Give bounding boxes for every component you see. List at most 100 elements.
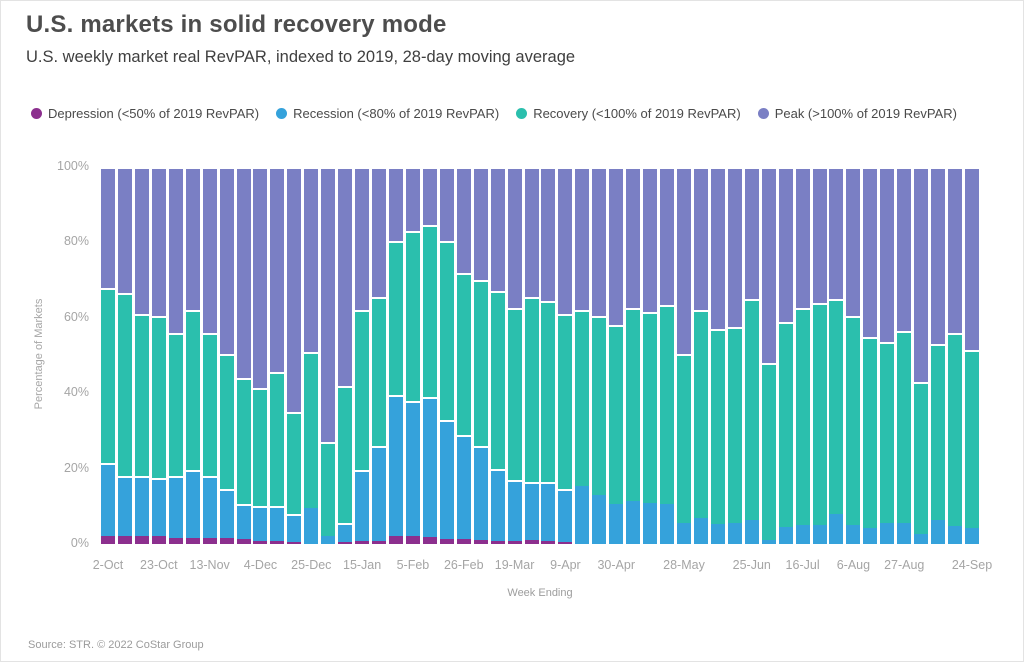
stacked-bar-26-Feb	[456, 167, 471, 544]
stacked-bar-22-Jan	[372, 167, 387, 544]
bar-segment	[609, 504, 624, 544]
stacked-bar-30-Oct	[168, 167, 183, 544]
stacked-bar-11-Jun	[710, 167, 725, 544]
bar-segment	[355, 310, 370, 471]
bar-segment	[151, 315, 166, 479]
bar-segment	[134, 476, 149, 537]
x-tick-label: 16-Jul	[785, 558, 820, 572]
stacked-bar-9-Jul	[778, 167, 793, 544]
bar-segment	[812, 302, 827, 526]
bar-segment	[253, 387, 268, 507]
bar-segment	[693, 310, 708, 518]
stacked-bar-24-Sep	[965, 167, 979, 544]
bar-segment	[270, 506, 285, 541]
bar-segment	[439, 167, 454, 241]
bar-segment	[897, 522, 912, 544]
bar-segment	[660, 304, 675, 505]
bar-segment	[761, 363, 776, 541]
bar-segment	[677, 523, 691, 544]
bar-segment	[541, 540, 556, 544]
bar-segment	[236, 504, 251, 540]
bar-segment	[134, 314, 149, 477]
bar-segment	[914, 533, 929, 544]
bar-segment	[321, 536, 336, 544]
stacked-bar-14-May	[643, 167, 658, 544]
bar-segment	[219, 538, 234, 544]
bar-segment	[558, 167, 573, 315]
bar-segment	[863, 336, 878, 528]
stacked-bar-29-Jan	[389, 167, 403, 544]
stacked-bar-2-Oct	[101, 167, 115, 544]
bar-segment	[151, 478, 166, 536]
bar-segment	[422, 396, 437, 537]
stacked-bar-4-Dec	[253, 167, 268, 544]
bar-segment	[829, 513, 844, 544]
bar-segment	[880, 167, 895, 343]
bar-segment	[473, 540, 488, 544]
chart-subtitle: U.S. weekly market real RevPAR, indexed …	[26, 48, 576, 66]
bar-segment	[473, 167, 488, 281]
bar-segment	[914, 167, 929, 382]
bar-segment	[473, 280, 488, 446]
bar-segment	[389, 240, 403, 396]
bar-segment	[439, 419, 454, 540]
bar-segment	[897, 331, 912, 523]
bar-segment	[778, 321, 793, 528]
bar-segment	[236, 378, 251, 505]
bar-segment	[558, 314, 573, 490]
bar-segment	[507, 308, 522, 480]
x-tick-label: 2-Oct	[92, 558, 124, 572]
x-tick-label: 19-Mar	[494, 558, 535, 572]
x-tick-label: 4-Dec	[243, 558, 278, 572]
bar-segment	[117, 476, 132, 537]
stacked-bar-30-Apr	[609, 167, 624, 544]
x-tick-label: 9-Apr	[550, 558, 581, 572]
bar-segment	[134, 167, 149, 315]
bar-segment	[321, 442, 336, 537]
bar-segment	[795, 525, 810, 544]
stacked-bar-23-Apr	[592, 167, 607, 544]
stacked-bar-25-Jun	[744, 167, 759, 544]
bar-segment	[727, 522, 742, 544]
bar-segment	[185, 470, 200, 539]
bar-segment	[168, 538, 183, 544]
bar-segment	[541, 481, 556, 541]
bar-segment	[304, 351, 319, 509]
bar-segment	[219, 167, 234, 354]
bar-segment	[965, 349, 979, 528]
bar-segment	[863, 167, 878, 337]
bar-segment	[507, 540, 522, 544]
legend-dot-icon	[757, 108, 769, 119]
stacked-bar-16-Oct	[134, 167, 149, 544]
bar-segment	[897, 167, 912, 331]
bar-segment	[389, 395, 403, 536]
y-tick-label: 20%	[63, 460, 89, 475]
bar-segment	[626, 308, 641, 501]
bar-segment	[693, 517, 708, 544]
bar-segment	[253, 540, 268, 544]
stacked-bar-8-Jan	[338, 167, 353, 544]
legend-dot-icon	[31, 108, 42, 119]
bar-segment	[524, 540, 539, 544]
bar-segment	[626, 167, 641, 309]
stacked-bar-19-Mar	[507, 167, 522, 544]
x-tick-label: 24-Sep	[951, 558, 993, 572]
y-tick-label: 80%	[63, 234, 89, 249]
bar-segment	[880, 342, 895, 523]
bar-segment	[609, 167, 624, 326]
bar-segment	[372, 297, 387, 446]
bar-segment	[219, 353, 234, 490]
bar-segment	[778, 527, 793, 544]
bar-segment	[101, 167, 115, 288]
bar-segment	[338, 167, 353, 386]
stacked-bar-16-Apr	[575, 167, 590, 544]
bar-segment	[490, 468, 505, 541]
bar-segment	[880, 522, 895, 544]
stacked-bar-6-Aug	[846, 167, 861, 544]
bar-segment	[117, 536, 132, 544]
stacked-bar-9-Apr	[558, 167, 573, 544]
bar-segment	[948, 167, 963, 333]
bar-segment	[355, 470, 370, 541]
bar-segment	[507, 479, 522, 541]
